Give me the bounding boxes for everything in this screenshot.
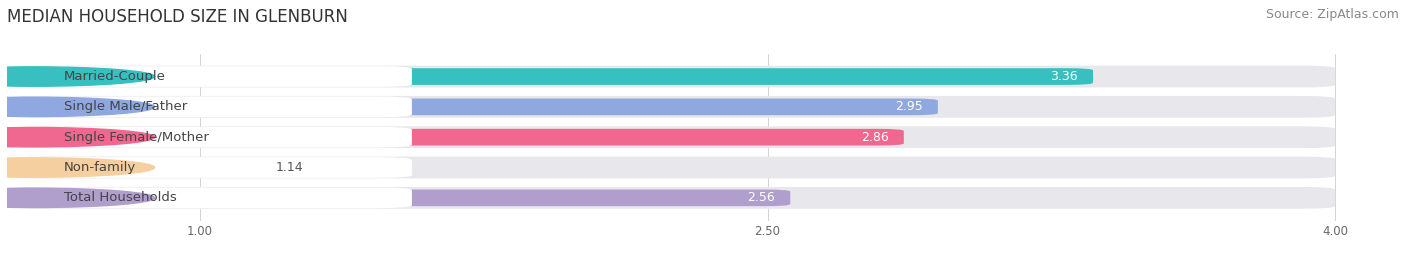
FancyBboxPatch shape — [11, 66, 1336, 87]
Text: Single Female/Mother: Single Female/Mother — [63, 131, 208, 144]
FancyBboxPatch shape — [14, 157, 412, 178]
FancyBboxPatch shape — [11, 129, 904, 146]
FancyBboxPatch shape — [14, 127, 412, 147]
Circle shape — [0, 158, 155, 177]
FancyBboxPatch shape — [11, 126, 1336, 148]
FancyBboxPatch shape — [11, 68, 1092, 85]
FancyBboxPatch shape — [11, 187, 1336, 209]
FancyBboxPatch shape — [14, 66, 412, 87]
Text: Married-Couple: Married-Couple — [63, 70, 166, 83]
Text: Single Male/Father: Single Male/Father — [63, 100, 187, 113]
Circle shape — [0, 97, 155, 116]
FancyBboxPatch shape — [11, 189, 790, 206]
Text: 2.86: 2.86 — [860, 131, 889, 144]
FancyBboxPatch shape — [11, 157, 1336, 178]
Text: Source: ZipAtlas.com: Source: ZipAtlas.com — [1265, 8, 1399, 21]
Text: 3.36: 3.36 — [1050, 70, 1078, 83]
Text: 2.95: 2.95 — [896, 100, 922, 113]
FancyBboxPatch shape — [14, 97, 412, 117]
Circle shape — [0, 67, 155, 86]
Circle shape — [0, 128, 155, 147]
Text: Total Households: Total Households — [63, 191, 177, 204]
Text: MEDIAN HOUSEHOLD SIZE IN GLENBURN: MEDIAN HOUSEHOLD SIZE IN GLENBURN — [7, 8, 347, 26]
Text: 1.14: 1.14 — [276, 161, 304, 174]
FancyBboxPatch shape — [11, 159, 253, 176]
FancyBboxPatch shape — [11, 98, 938, 115]
FancyBboxPatch shape — [14, 187, 412, 208]
Circle shape — [0, 188, 155, 208]
Text: Non-family: Non-family — [63, 161, 136, 174]
FancyBboxPatch shape — [11, 96, 1336, 118]
Text: 2.56: 2.56 — [748, 191, 775, 204]
